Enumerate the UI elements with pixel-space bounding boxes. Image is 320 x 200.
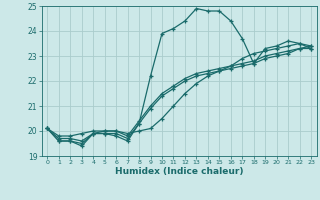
X-axis label: Humidex (Indice chaleur): Humidex (Indice chaleur): [115, 167, 244, 176]
